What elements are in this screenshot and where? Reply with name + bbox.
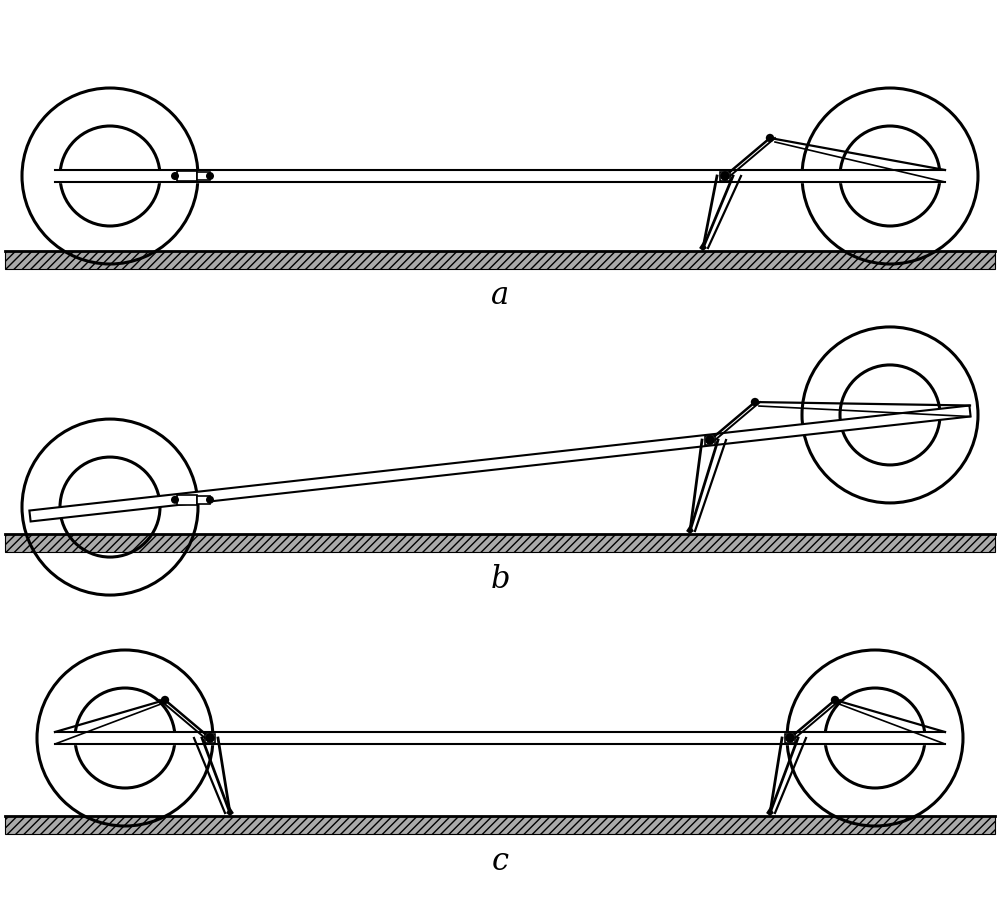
Bar xyxy=(705,436,715,445)
Circle shape xyxy=(171,172,179,180)
Circle shape xyxy=(751,398,759,406)
Text: a: a xyxy=(491,281,509,312)
Bar xyxy=(197,172,210,179)
Bar xyxy=(720,171,730,180)
Polygon shape xyxy=(699,242,707,251)
Circle shape xyxy=(161,696,169,704)
Bar xyxy=(5,534,995,552)
Circle shape xyxy=(205,733,215,743)
Circle shape xyxy=(171,496,179,504)
Circle shape xyxy=(785,733,795,743)
Bar xyxy=(177,171,197,181)
Bar xyxy=(177,495,197,505)
Circle shape xyxy=(720,171,730,181)
Circle shape xyxy=(831,696,839,704)
Circle shape xyxy=(206,496,214,504)
Bar xyxy=(205,734,215,743)
Bar xyxy=(785,734,795,743)
Circle shape xyxy=(705,435,715,445)
Polygon shape xyxy=(226,807,234,816)
Text: b: b xyxy=(490,564,510,594)
Circle shape xyxy=(206,172,214,180)
Bar xyxy=(197,496,210,504)
Bar xyxy=(5,816,995,834)
Polygon shape xyxy=(29,406,971,522)
Polygon shape xyxy=(686,525,694,534)
Bar xyxy=(5,251,995,269)
Text: c: c xyxy=(491,846,509,878)
Polygon shape xyxy=(766,807,774,816)
Circle shape xyxy=(766,134,774,142)
